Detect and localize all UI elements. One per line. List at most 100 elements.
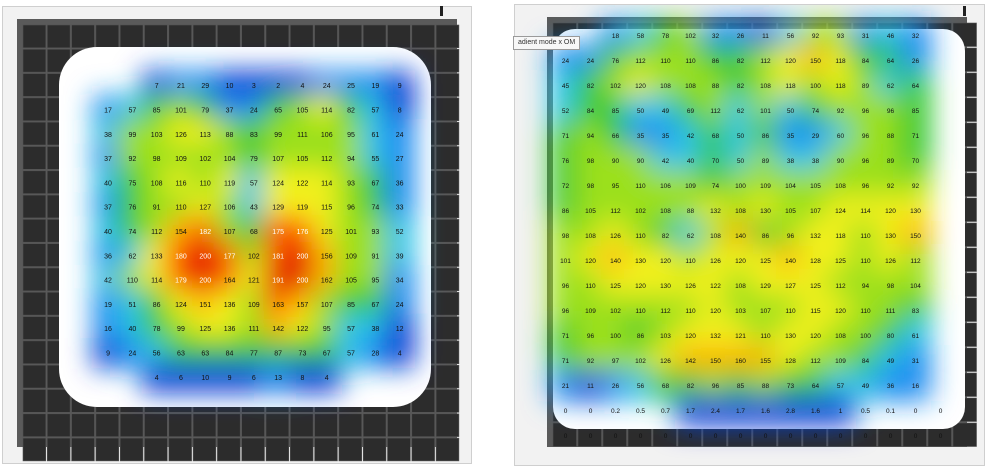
cell-value-label: 102	[635, 358, 646, 365]
cell-value-label: 109	[760, 183, 771, 190]
cell-value-label: 114	[151, 278, 162, 285]
cell-value-label: 71	[912, 133, 920, 140]
cell-value-label: 100	[860, 333, 871, 340]
cell-value-label: 110	[127, 278, 138, 285]
cell-value-label: 89	[862, 83, 870, 90]
cell-value-label: 110	[685, 58, 696, 65]
cell-value-label: 96	[562, 308, 570, 315]
cell-value-label: 92	[812, 33, 820, 40]
cell-value-label: 68	[662, 383, 670, 390]
cell-value-label: 21	[177, 83, 185, 90]
cell-value-label: 89	[762, 158, 770, 165]
cell-value-label: 19	[371, 83, 379, 90]
cell-value-label: 120	[660, 258, 671, 265]
cell-value-label: 63	[177, 351, 185, 358]
cell-value-label: 18	[612, 33, 620, 40]
cell-value-label: 66	[612, 133, 620, 140]
cell-value-label: 28	[371, 351, 379, 358]
right-panel-corner-mark	[963, 6, 966, 16]
cell-value-label: 10	[226, 83, 234, 90]
cell-value-label: 35	[662, 133, 670, 140]
cell-value-label: 110	[760, 333, 771, 340]
cell-value-label: 100	[810, 83, 821, 90]
cell-value-label: 0	[564, 433, 568, 440]
cell-value-label: 92	[587, 358, 595, 365]
cell-value-label: 112	[151, 229, 162, 236]
cell-value-label: 115	[321, 205, 332, 212]
cell-value-label: 1.7	[736, 408, 745, 415]
cell-value-label: 102	[635, 208, 646, 215]
cell-value-label: 79	[201, 108, 209, 115]
cell-value-label: 24	[396, 302, 404, 309]
cell-value-label: 0	[739, 433, 743, 440]
cell-value-label: 0	[814, 433, 818, 440]
cell-value-label: 78	[662, 33, 670, 40]
cell-value-label: 1.7	[686, 408, 695, 415]
cell-value-label: 98	[562, 233, 570, 240]
cell-value-label: 0	[564, 408, 568, 415]
cell-value-label: 29	[812, 133, 820, 140]
cell-value-label: 86	[712, 58, 720, 65]
cell-value-label: 120	[585, 258, 596, 265]
cell-value-label: 93	[837, 33, 845, 40]
cell-value-label: 126	[660, 358, 671, 365]
cell-value-label: 150	[810, 58, 821, 65]
cell-value-label: 4	[300, 83, 304, 90]
cell-value-label: 98	[153, 156, 161, 163]
cell-value-label: 12	[396, 326, 404, 333]
cell-value-label: 181	[272, 253, 284, 260]
cell-value-label: 71	[562, 358, 570, 365]
cell-value-label: 83	[250, 132, 258, 139]
cell-value-label: 13	[274, 375, 282, 382]
cell-value-label: 76	[612, 58, 620, 65]
cell-value-label: 102	[610, 308, 621, 315]
cell-value-label: 122	[710, 283, 721, 290]
cell-value-label: 125	[810, 283, 821, 290]
cell-value-label: 49	[862, 383, 870, 390]
cell-value-label: 142	[685, 358, 696, 365]
cell-value-label: 118	[785, 83, 796, 90]
cell-value-label: 105	[345, 278, 357, 285]
cell-value-label: 156	[321, 253, 333, 260]
cell-value-label: 38	[787, 158, 795, 165]
cell-value-label: 0	[939, 433, 943, 440]
cell-value-label: 108	[660, 83, 671, 90]
cell-value-label: 86	[762, 133, 770, 140]
cell-value-label: 82	[687, 383, 695, 390]
cell-value-label: 17	[104, 108, 112, 115]
cell-value-label: 89	[887, 158, 895, 165]
cell-value-label: 98	[587, 183, 595, 190]
cell-value-label: 88	[887, 133, 895, 140]
cell-value-label: 4	[398, 351, 402, 358]
right-heatmap-panel: 18 58 78 102 32 26 11 56 92 93 31 46 32 24 24 76 112 110 1…	[514, 4, 985, 466]
cell-value-label: 125	[760, 258, 771, 265]
cell-value-label: 83	[912, 308, 920, 315]
left-heatmap-panel: 7 21 29 10 3 2 4 24 25 19 9 17 57 85 101 79 37 24 65 105 114…	[2, 6, 472, 464]
cell-value-label: 0.5	[636, 408, 645, 415]
cell-value-label: 140	[735, 233, 746, 240]
cell-value-label: 136	[224, 302, 236, 309]
heat-cell	[900, 370, 931, 401]
cell-value-label: 61	[912, 333, 920, 340]
cell-value-label: 24	[396, 132, 404, 139]
cell-value-label: 112	[835, 283, 846, 290]
cell-value-label: 0	[764, 433, 768, 440]
cell-value-label: 127	[199, 205, 211, 212]
cell-value-label: 98	[887, 283, 895, 290]
cell-value-label: 104	[224, 156, 236, 163]
cell-value-label: 110	[860, 308, 871, 315]
cell-value-label: 200	[297, 278, 309, 285]
cell-value-label: 36	[104, 253, 112, 260]
cell-value-label: 29	[201, 83, 209, 90]
cell-value-label: 24	[587, 58, 595, 65]
cell-value-label: 151	[199, 302, 211, 309]
cell-value-label: 96	[347, 205, 355, 212]
cell-value-label: 9	[106, 351, 110, 358]
cell-value-label: 102	[610, 83, 621, 90]
cell-value-label: 50	[737, 133, 745, 140]
cell-value-label: 150	[710, 358, 721, 365]
cell-value-label: 74	[371, 205, 379, 212]
cell-value-label: 109	[585, 308, 596, 315]
cell-value-label: 21	[562, 383, 570, 390]
